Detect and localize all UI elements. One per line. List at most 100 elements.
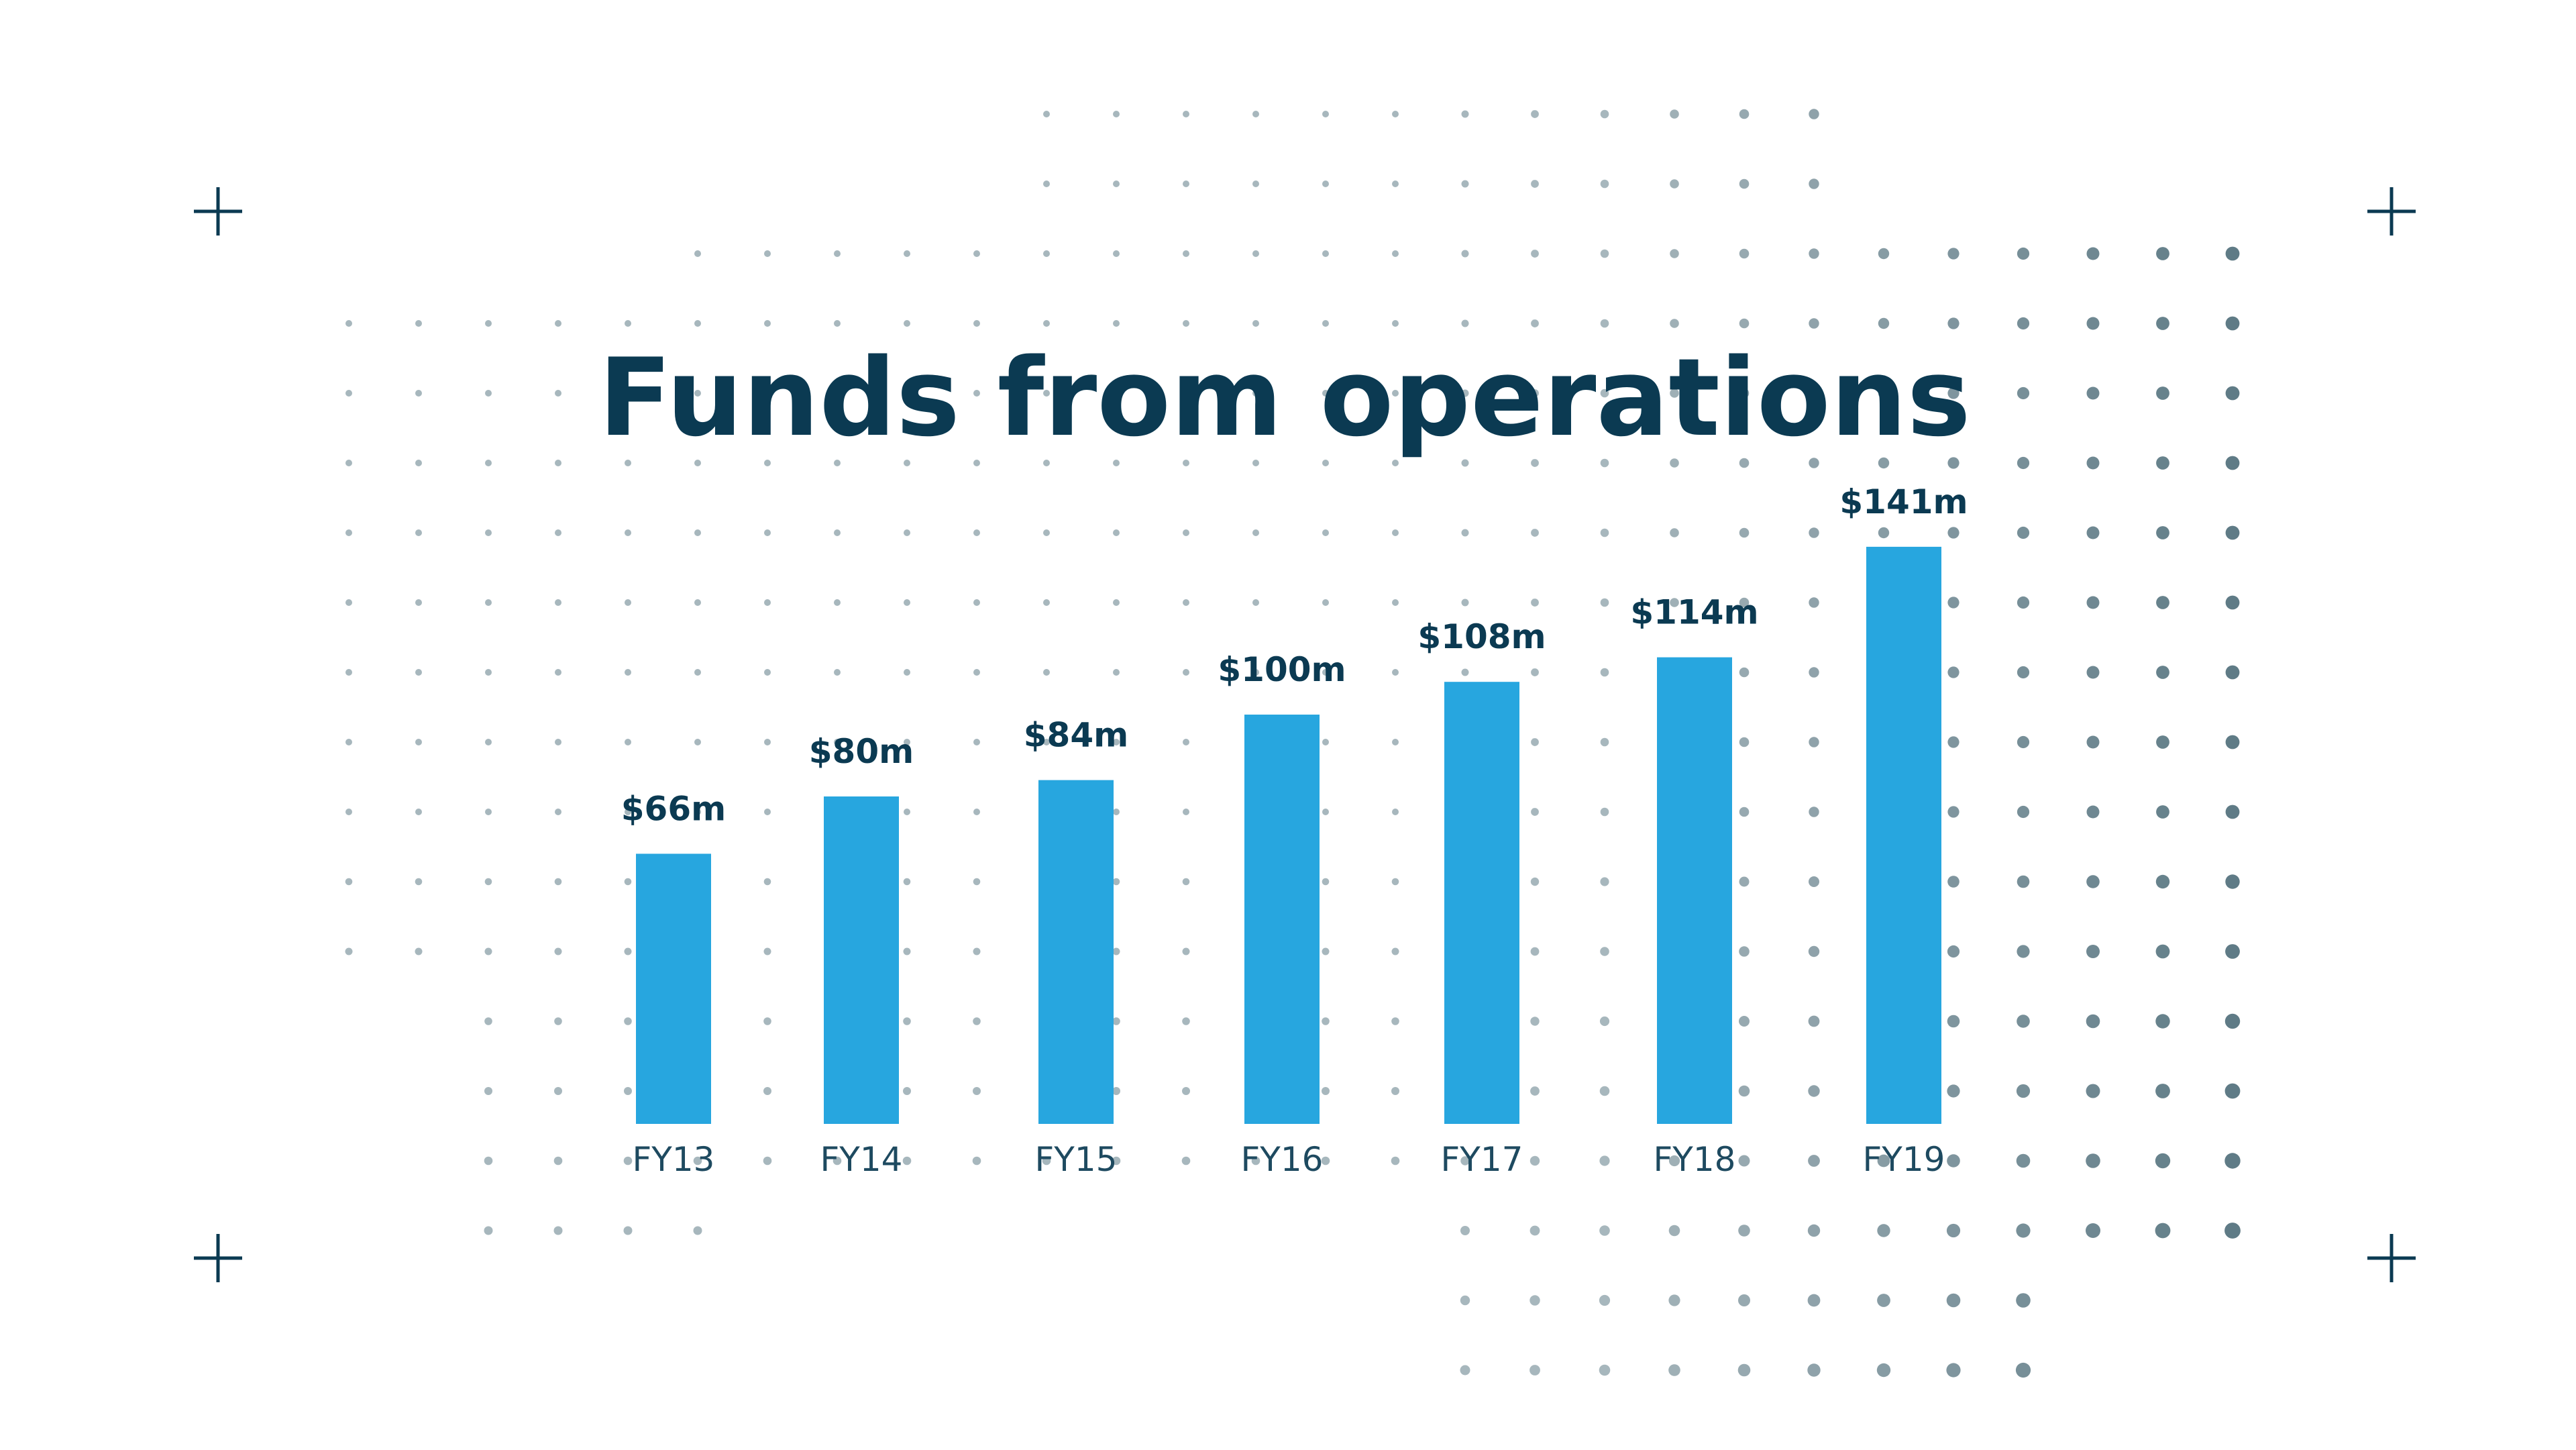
background-dot	[763, 1017, 771, 1025]
background-dot	[1113, 320, 1120, 327]
background-dot	[1113, 390, 1120, 397]
background-dot	[345, 878, 353, 886]
background-dot	[1183, 529, 1189, 536]
background-dot	[1392, 809, 1399, 815]
background-dot	[345, 739, 352, 745]
background-dot	[904, 739, 910, 745]
background-dot	[1183, 599, 1189, 606]
background-dot	[973, 739, 980, 745]
background-dot	[1877, 1224, 1890, 1237]
background-dot	[1252, 390, 1259, 397]
background-dot	[1391, 878, 1399, 886]
background-dot	[764, 739, 771, 745]
background-dot	[554, 878, 562, 886]
background-dot	[1739, 946, 1750, 957]
background-dot	[1392, 111, 1399, 117]
background-dot	[554, 947, 562, 955]
background-dot	[1181, 1156, 1191, 1166]
background-dot	[2155, 1153, 2171, 1169]
background-dot	[1322, 111, 1329, 117]
background-dot	[1599, 1155, 1610, 1166]
background-dot	[1043, 460, 1050, 466]
background-dot	[903, 1017, 911, 1025]
background-dot	[484, 1087, 492, 1095]
background-dot	[1531, 529, 1539, 537]
background-dot	[1461, 599, 1469, 607]
bar-fy16	[1244, 715, 1320, 1124]
background-dot	[1529, 1155, 1540, 1166]
background-dot	[764, 809, 771, 815]
background-dot	[694, 529, 701, 536]
background-dot	[1600, 458, 1609, 468]
background-dot	[904, 390, 910, 397]
background-dot	[2086, 945, 2100, 958]
background-dot	[625, 320, 631, 327]
background-dot	[1461, 389, 1469, 397]
background-dot	[1809, 876, 1819, 887]
background-dot	[2155, 1223, 2171, 1239]
background-dot	[1600, 598, 1609, 607]
background-dot	[1113, 180, 1120, 187]
background-dot	[1670, 319, 1679, 328]
background-dot	[1877, 1294, 1890, 1307]
background-dot	[1670, 249, 1679, 258]
dot-grid-background	[345, 109, 2241, 1378]
background-dot	[1392, 739, 1399, 745]
background-dot	[2155, 874, 2170, 889]
background-dot	[904, 250, 910, 257]
background-dot	[623, 1226, 633, 1235]
background-dot	[625, 460, 631, 466]
background-dot	[1809, 109, 1819, 119]
background-dot	[485, 320, 492, 327]
background-dot	[1670, 109, 1679, 119]
background-dot	[1112, 947, 1120, 955]
background-dot	[1252, 669, 1259, 676]
background-dot	[1739, 109, 1750, 119]
background-dot	[1668, 1294, 1680, 1306]
background-dot	[555, 529, 561, 536]
background-dot	[2156, 805, 2169, 819]
background-dot	[415, 739, 422, 745]
background-dot	[624, 947, 632, 955]
background-dot	[1392, 529, 1399, 536]
background-dot	[2017, 1015, 2030, 1028]
background-dot	[1460, 1156, 1470, 1166]
background-dot	[904, 809, 910, 815]
background-dot	[2225, 735, 2240, 749]
background-dot	[2156, 526, 2169, 539]
background-dot	[1113, 669, 1120, 676]
background-dot	[764, 390, 771, 397]
background-dot	[904, 460, 910, 466]
background-dot	[2016, 1084, 2031, 1098]
background-dot	[1739, 876, 1750, 887]
background-dot	[1461, 110, 1469, 118]
background-dot	[2086, 526, 2100, 539]
background-dot	[1322, 460, 1329, 466]
background-dot	[1739, 527, 1750, 538]
background-dot	[1251, 1156, 1260, 1166]
background-dot	[1739, 1016, 1750, 1027]
background-dot	[1738, 1225, 1750, 1237]
background-dot	[1183, 809, 1189, 815]
background-dot	[485, 529, 492, 536]
crosshair-icon	[2367, 1234, 2416, 1282]
background-dot	[1600, 249, 1609, 258]
background-dot	[2225, 805, 2240, 819]
background-dot	[2225, 944, 2240, 959]
background-dot	[1252, 529, 1259, 536]
background-dot	[1322, 599, 1329, 606]
x-tick-label: FY19	[1863, 1140, 1945, 1179]
background-dot	[1530, 1017, 1540, 1026]
background-dot	[1739, 318, 1750, 329]
background-dot	[415, 599, 422, 606]
background-dot	[694, 460, 701, 466]
background-dot	[1738, 1294, 1750, 1306]
background-dot	[1947, 248, 1960, 260]
background-dot	[1182, 878, 1190, 886]
background-dot	[1809, 178, 1819, 189]
background-dot	[1042, 1156, 1051, 1166]
background-dot	[2086, 666, 2100, 679]
x-tick-label: FY14	[820, 1140, 903, 1179]
background-dot	[2086, 1223, 2100, 1238]
